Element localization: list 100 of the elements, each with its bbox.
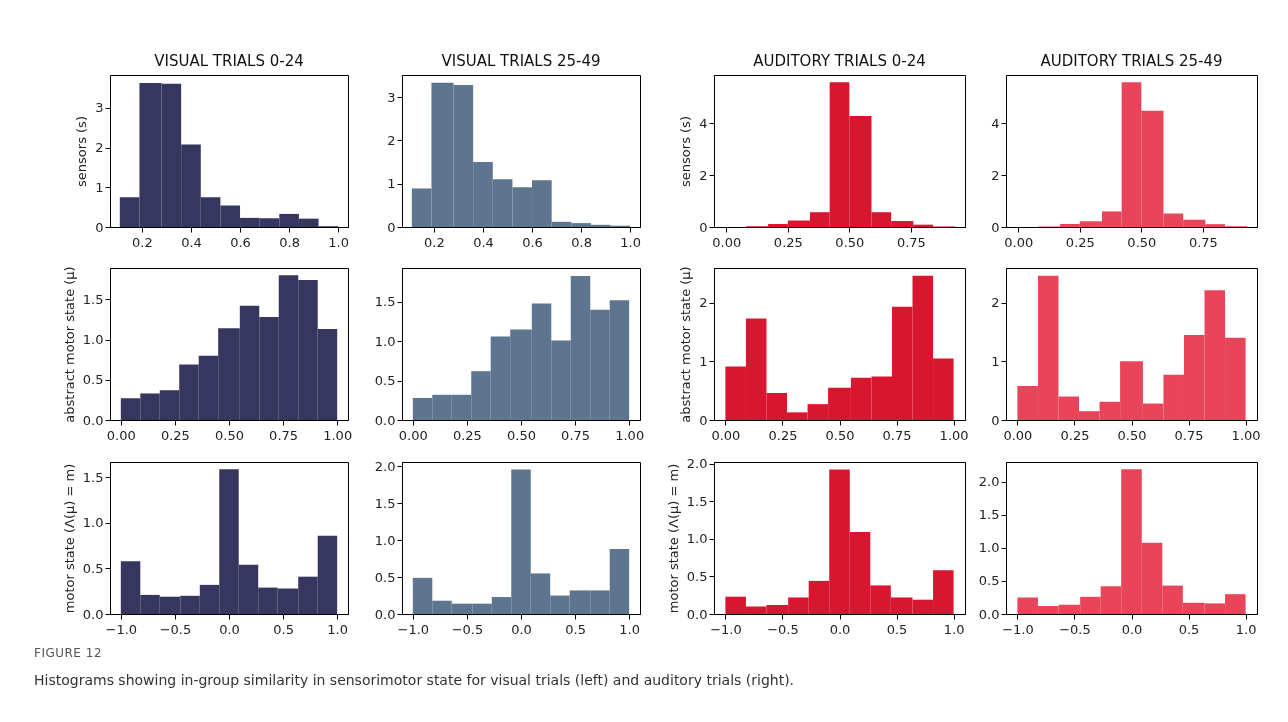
x-tick-label: 0.0 xyxy=(829,621,851,637)
x-tick-label: 0.75 xyxy=(269,427,299,443)
x-tick-label: 0.50 xyxy=(835,234,865,250)
x-tick-label: 1.00 xyxy=(615,427,645,443)
y-tick-label: 2 xyxy=(95,140,104,156)
text: Histograms showing in-group similarity in sensorimotor state for visual trials (left) and auditory trials (right). xyxy=(34,672,795,688)
y-tick-label: 0.0 xyxy=(374,412,396,428)
y-tick-label: 1.5 xyxy=(374,294,396,310)
x-tick-label: 0.75 xyxy=(561,427,591,443)
x-tick-label: 0.25 xyxy=(768,427,798,443)
y-axis-title: abstract motor state (μ) xyxy=(61,266,77,423)
y-tick-label: 0 xyxy=(991,412,1000,428)
y-tick-label: 0 xyxy=(387,219,396,235)
y-tick-label: 2 xyxy=(387,132,396,148)
x-tick-label: 0.5 xyxy=(886,621,908,637)
x-tick-label: 0.0 xyxy=(511,621,532,637)
y-tick-label: 0.0 xyxy=(82,606,104,622)
y-tick-label: 0.5 xyxy=(82,372,104,388)
x-tick-label: −1.0 xyxy=(397,621,430,637)
x-tick-label: 0.00 xyxy=(106,427,136,443)
x-tick-label: 1.0 xyxy=(620,234,642,250)
y-tick-label: 0.5 xyxy=(82,560,104,576)
y-tick-label: 1.5 xyxy=(82,291,104,307)
y-tick-label: 0.0 xyxy=(374,606,396,622)
chart-title: AUDITORY TRIALS 25-49 xyxy=(1040,52,1223,70)
x-tick-label: 0.00 xyxy=(398,427,428,443)
y-tick-label: 0.5 xyxy=(686,568,708,584)
x-tick-label: 0.25 xyxy=(452,427,482,443)
y-tick-label: 2.0 xyxy=(686,456,708,471)
y-tick-label: 0.5 xyxy=(978,573,1000,589)
y-tick-label: 1 xyxy=(699,353,708,369)
x-tick-label: 0.00 xyxy=(712,234,742,250)
y-axis-title: abstract motor state (μ) xyxy=(678,266,694,423)
x-tick-label: 0.6 xyxy=(230,234,251,250)
x-tick-label: 0.50 xyxy=(507,427,536,443)
x-tick-label: 1.0 xyxy=(619,621,641,637)
y-tick-label: 1 xyxy=(991,353,1000,369)
x-tick-label: 0.5 xyxy=(565,621,586,637)
x-tick-label: 0.25 xyxy=(1060,427,1090,443)
y-tick-label: 1 xyxy=(95,179,104,195)
x-tick-label: 1.00 xyxy=(323,427,353,443)
x-tick-label: 1.0 xyxy=(1235,621,1257,637)
x-tick-label: 0.00 xyxy=(711,427,741,443)
x-tick-label: 0.0 xyxy=(1121,621,1143,637)
chart-title: VISUAL TRIALS 0-24 xyxy=(154,52,304,70)
y-tick-label: 2.0 xyxy=(978,474,1000,490)
x-tick-label: 0.50 xyxy=(1117,427,1147,443)
x-tick-label: 0.75 xyxy=(1174,427,1204,443)
caption: FIGURE 12 xyxy=(34,646,103,660)
y-tick-label: 1.5 xyxy=(374,495,396,511)
y-tick-label: 4 xyxy=(699,115,708,131)
y-tick-label: 0 xyxy=(699,412,708,428)
x-tick-label: 0.75 xyxy=(1188,234,1218,250)
y-tick-label: 1.0 xyxy=(374,333,396,349)
x-tick-label: −1.0 xyxy=(1002,621,1034,637)
y-tick-label: 1 xyxy=(387,176,396,192)
x-tick-label: 0.4 xyxy=(473,234,494,250)
y-tick-label: 1.5 xyxy=(686,493,708,509)
x-tick-label: 0.5 xyxy=(273,621,294,637)
y-tick-label: 2 xyxy=(699,295,708,311)
y-axis-title: sensors (s) xyxy=(74,116,90,187)
x-tick-label: −1.0 xyxy=(710,621,742,637)
y-tick-label: 0.0 xyxy=(82,412,104,428)
y-tick-label: 3 xyxy=(387,89,396,105)
y-tick-label: 2 xyxy=(699,167,708,183)
x-tick-label: 1.00 xyxy=(939,427,969,443)
x-tick-label: −0.5 xyxy=(451,621,484,637)
y-tick-label: 1.0 xyxy=(82,332,104,348)
y-tick-label: 2.0 xyxy=(374,458,396,474)
x-tick-label: −1.0 xyxy=(105,621,138,637)
y-tick-label: 4 xyxy=(991,115,1000,131)
y-axis-title: sensors (s) xyxy=(678,116,694,187)
x-tick-label: 0.00 xyxy=(1004,234,1034,250)
x-tick-label: 0.8 xyxy=(279,234,300,250)
x-tick-label: 0.2 xyxy=(424,234,445,250)
y-tick-label: 1.5 xyxy=(978,507,1000,523)
x-tick-label: 0.8 xyxy=(571,234,592,250)
y-axis-title: motor state (Λ(μ) = m) xyxy=(665,463,681,614)
y-tick-label: 1.0 xyxy=(686,531,708,547)
x-tick-label: −0.5 xyxy=(159,621,192,637)
y-axis-title: motor state (Λ(μ) = m) xyxy=(61,463,77,614)
y-tick-label: 0.5 xyxy=(374,569,396,585)
x-tick-label: 0.75 xyxy=(882,427,912,443)
y-tick-label: 1.0 xyxy=(374,532,396,548)
x-tick-label: 0.6 xyxy=(522,234,543,250)
x-tick-label: 1.0 xyxy=(327,621,349,637)
y-tick-label: 0 xyxy=(991,219,1000,235)
y-tick-label: 3 xyxy=(95,100,104,116)
x-tick-label: −0.5 xyxy=(767,621,799,637)
y-tick-label: 1.0 xyxy=(978,540,1000,556)
x-tick-label: 0.25 xyxy=(773,234,803,250)
y-tick-label: 0 xyxy=(699,219,708,235)
x-tick-label: 0.0 xyxy=(219,621,240,637)
x-tick-label: 0.25 xyxy=(1065,234,1095,250)
y-tick-label: 1.0 xyxy=(82,515,104,531)
x-tick-label: −0.5 xyxy=(1059,621,1091,637)
y-tick-label: 0.5 xyxy=(374,373,396,389)
y-tick-label: 1.5 xyxy=(82,469,104,485)
y-tick-label: 0.0 xyxy=(686,606,708,622)
x-tick-label: 0.50 xyxy=(1127,234,1157,250)
